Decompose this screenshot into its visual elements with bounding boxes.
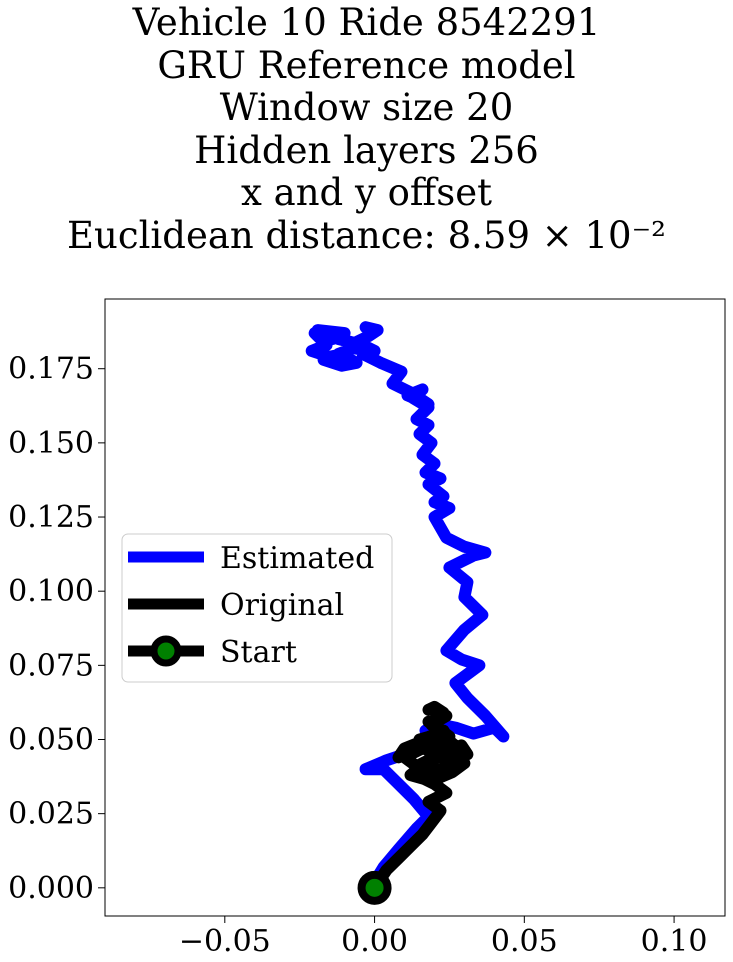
legend-start-label: Start — [220, 635, 297, 670]
series-line-original — [368, 700, 474, 894]
y-tick-label: 0.100 — [8, 574, 94, 609]
legend-original-label: Original — [220, 588, 344, 623]
chart-title: Vehicle 10 Ride 8542291 GRU Reference mo… — [0, 1, 733, 257]
legend-estimated-label: Estimated — [220, 541, 374, 576]
x-tick-label: 0.05 — [491, 924, 558, 959]
x-tick-label: 0.00 — [341, 924, 408, 959]
title-line: x and y offset — [241, 171, 492, 214]
y-tick-label: 0.075 — [8, 648, 94, 683]
legend: Estimated Original Start — [121, 533, 393, 683]
x-tick-label: 0.10 — [641, 924, 708, 959]
y-tick-label: 0.000 — [8, 871, 94, 906]
x-axis: −0.05 0.00 0.05 0.10 — [179, 916, 708, 959]
legend-start-marker — [150, 635, 182, 667]
title-line: GRU Reference model — [157, 43, 576, 87]
y-tick-label: 0.050 — [8, 723, 94, 758]
title-line: Window size 20 — [219, 86, 514, 129]
y-axis: 0.000 0.025 0.050 0.075 0.100 0.125 0.150 0.175 — [8, 352, 105, 906]
y-tick-label: 0.025 — [8, 797, 94, 832]
legend-frame — [121, 533, 393, 683]
y-tick-label: 0.125 — [8, 500, 94, 535]
title-line: Vehicle 10 Ride 8542291 — [132, 1, 601, 44]
series-layer — [305, 321, 510, 905]
title-line: Hidden layers 256 — [194, 128, 539, 172]
y-tick-label: 0.150 — [8, 426, 94, 461]
y-tick-label: 0.175 — [8, 352, 94, 387]
x-tick-label: −0.05 — [179, 924, 271, 959]
plot-frame — [104, 298, 726, 917]
start-marker — [357, 870, 392, 905]
title-line: Euclidean distance: 8.59 × 10⁻² — [67, 213, 666, 257]
